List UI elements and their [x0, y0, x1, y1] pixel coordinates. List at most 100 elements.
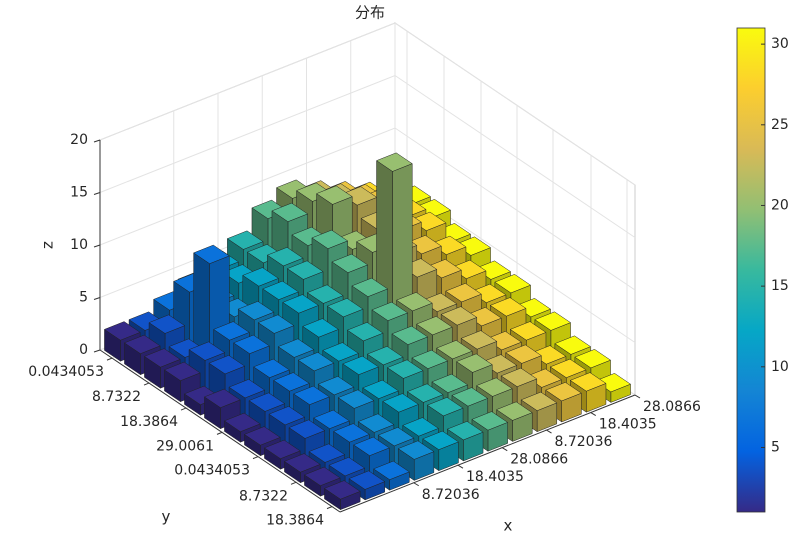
bar-top — [282, 294, 319, 314]
y-tick-label: 0.0434053 — [28, 364, 104, 380]
bar-top — [554, 335, 591, 355]
bar-top — [208, 355, 245, 375]
bar-top — [494, 274, 531, 294]
z-tick-label: 20 — [70, 132, 88, 148]
bar-top — [228, 379, 265, 399]
bar-top — [574, 349, 611, 369]
bar-top — [456, 353, 493, 373]
bar-top — [104, 321, 141, 341]
bar-top — [490, 297, 527, 317]
bar-top — [271, 202, 308, 222]
y-tick — [216, 431, 223, 435]
bar-top — [284, 453, 321, 473]
y-tick-label: 8.7322 — [239, 488, 288, 504]
y-tick-label: 29.0061 — [156, 438, 214, 454]
colorbar-tick-label: 30 — [771, 36, 789, 52]
bar-top — [264, 439, 301, 459]
bar-top — [460, 330, 498, 350]
bar-top — [397, 440, 435, 460]
colorbar-tick-label: 10 — [771, 359, 789, 375]
bar-top — [311, 229, 348, 249]
bar-top — [476, 377, 513, 397]
x-tick-label: 8.72036 — [555, 434, 613, 450]
bar-top — [316, 185, 353, 205]
y-axis — [99, 349, 341, 513]
x-tick — [457, 464, 464, 469]
bar-top — [391, 325, 428, 345]
bar-top — [327, 298, 364, 318]
x-tick — [590, 412, 597, 416]
bar-top — [287, 260, 324, 280]
bar-top — [570, 372, 607, 392]
bar-top — [144, 348, 181, 368]
y-tick — [106, 357, 113, 361]
z-tick — [93, 244, 101, 248]
bar-top — [257, 314, 295, 334]
bar-top — [451, 387, 488, 407]
bar-top — [268, 406, 305, 426]
bar-top — [277, 338, 315, 358]
bar-top — [471, 411, 508, 431]
x-tick-label: 8.72036 — [422, 487, 480, 503]
y-tick-label: 18.3864 — [120, 414, 178, 430]
x-tick-label: 18.4035 — [466, 469, 524, 485]
colorbar-tick-label: 20 — [771, 197, 789, 213]
bar-top — [376, 152, 413, 172]
x-tick — [413, 482, 420, 487]
colorbar-tick-label: 15 — [771, 278, 789, 294]
z-axis-label: z — [39, 241, 57, 249]
bar-top — [322, 342, 359, 362]
bar-top — [353, 436, 390, 456]
bar-top — [213, 321, 250, 341]
bar-top — [333, 423, 370, 443]
bar — [324, 480, 361, 510]
bar-top — [422, 430, 459, 450]
bar-top — [367, 346, 404, 366]
bar-top — [242, 267, 279, 287]
bar-top — [510, 321, 547, 341]
bar-top — [193, 244, 230, 264]
x-tick — [634, 394, 641, 399]
bar-top — [313, 409, 350, 429]
bar-top — [396, 292, 433, 312]
bar-top — [371, 301, 408, 321]
colorbar-tick-label: 5 — [771, 439, 780, 455]
bar-top — [224, 412, 261, 432]
bar-top — [387, 359, 424, 379]
x-tick-label: 18.4035 — [599, 417, 657, 433]
bar-top — [331, 253, 368, 273]
z-tick — [93, 139, 101, 143]
bar-top — [188, 341, 225, 361]
bar-top — [233, 334, 270, 354]
bar — [422, 430, 459, 471]
bar-top — [248, 392, 285, 412]
bar-top — [447, 421, 484, 441]
bar-top — [427, 397, 464, 417]
y-tick — [252, 456, 259, 460]
bar-top — [351, 277, 388, 297]
bar-top — [440, 306, 478, 326]
z-tick — [93, 297, 101, 300]
bar-top — [304, 466, 341, 486]
bar-top — [362, 379, 399, 399]
bar-top — [347, 322, 384, 342]
x-tick — [546, 429, 552, 434]
bar-top — [500, 367, 538, 387]
bar — [397, 440, 435, 481]
bar-top — [124, 334, 161, 354]
z-tick — [93, 349, 101, 353]
bar-top — [273, 372, 310, 392]
bar-top — [436, 340, 473, 360]
bar-top — [520, 391, 558, 411]
bar-top — [445, 283, 482, 303]
bar-top — [253, 358, 290, 378]
x-tick-label: 28.0866 — [643, 399, 701, 415]
bar-top — [373, 460, 410, 480]
colorbar — [736, 27, 766, 513]
bar-top — [324, 480, 361, 500]
bar-top — [431, 373, 468, 393]
x-tick-label: 28.0866 — [510, 452, 568, 468]
bar-top — [148, 314, 185, 334]
y-tick-label: 0.0434053 — [174, 463, 250, 479]
